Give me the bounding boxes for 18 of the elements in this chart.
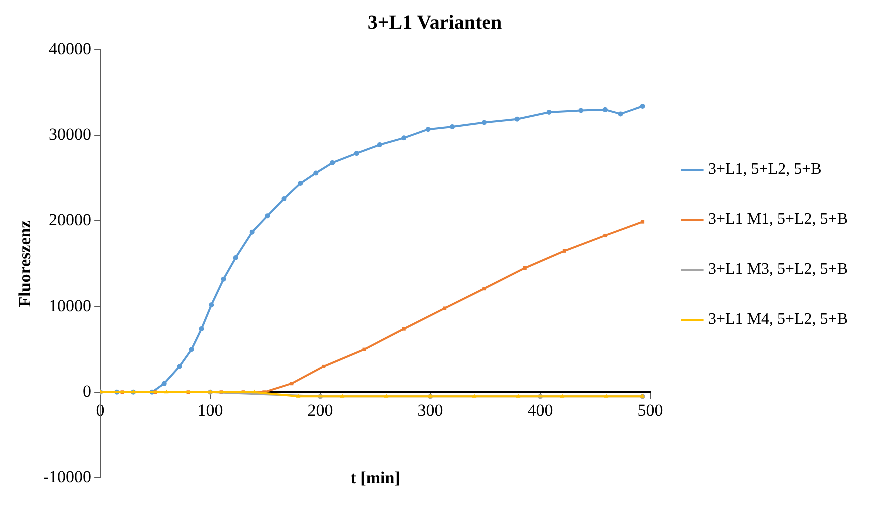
chart-title: 3+L1 Varianten — [368, 12, 502, 34]
y-tick-label: 10000 — [49, 296, 92, 316]
legend-label: 3+L1, 5+L2, 5+B — [708, 161, 822, 178]
x-axis-title: t [min] — [350, 468, 400, 488]
y-tick-label: 30000 — [49, 125, 92, 144]
legend-label: 3+L1 M4, 5+L2, 5+B — [708, 311, 848, 328]
x-tick-label: 100 — [198, 401, 224, 420]
x-tick-label: 400 — [528, 401, 554, 420]
y-tick-label: 40000 — [49, 39, 92, 58]
y-tick-label: 0 — [83, 382, 92, 401]
y-axis-title: Fluoreszenz — [16, 220, 35, 308]
x-tick-label: 500 — [638, 401, 664, 420]
x-tick-label: 300 — [418, 401, 444, 420]
y-tick-label: -10000 — [43, 467, 92, 486]
x-tick-label: 200 — [308, 401, 334, 420]
legend-label: 3+L1 M3, 5+L2, 5+B — [708, 261, 848, 278]
y-tick-label: 20000 — [49, 210, 92, 230]
legend-label: 3+L1 M1, 5+L2, 5+B — [708, 211, 848, 228]
